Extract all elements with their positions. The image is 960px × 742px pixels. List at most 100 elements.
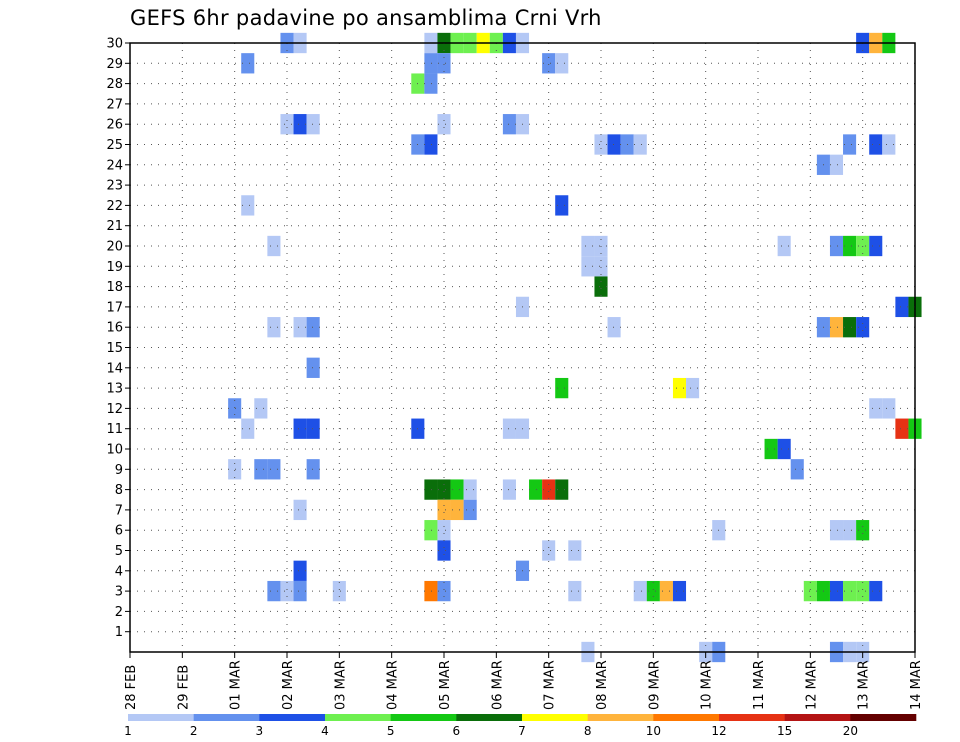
y-tick-label: 15 [106, 341, 123, 356]
heatmap-cell [306, 418, 320, 439]
legend-swatch [587, 714, 654, 721]
x-tick-label: 11 MAR [752, 660, 767, 710]
heatmap-cell [437, 499, 451, 521]
legend-label: 5 [387, 724, 395, 738]
heatmap-cell [254, 459, 268, 480]
heatmap-cell [869, 580, 883, 602]
heatmap-cell [267, 235, 281, 257]
heatmap-cell [803, 580, 817, 602]
y-axis: 1234567891011121314151617181920212223242… [106, 37, 130, 640]
heatmap-cell [424, 520, 438, 541]
y-tick-label: 20 [106, 240, 123, 255]
heatmap-cell [843, 317, 857, 338]
heatmap-cell [555, 53, 569, 74]
heatmap-cell [463, 499, 477, 521]
heatmap-cell [267, 317, 281, 338]
heatmap-cell [437, 540, 451, 561]
heatmap-cell [280, 114, 294, 135]
heatmap-cell [267, 580, 281, 602]
y-tick-label: 28 [106, 77, 123, 92]
heatmap-cell [293, 499, 307, 521]
heatmap-cell [843, 235, 857, 257]
y-tick-label: 21 [106, 219, 123, 234]
heatmap-cell [529, 479, 543, 500]
heatmap-cell [764, 438, 778, 460]
legend-swatch [193, 714, 260, 721]
heatmap-cell [228, 459, 242, 480]
heatmap-cell [241, 195, 255, 216]
x-tick-label: 06 MAR [490, 660, 505, 710]
y-tick-label: 29 [106, 57, 123, 72]
legend-swatch [259, 714, 326, 721]
heatmap-cell [686, 377, 700, 399]
heatmap-cell [437, 520, 451, 541]
y-tick-label: 22 [106, 199, 123, 214]
y-tick-label: 1 [115, 625, 123, 640]
heatmap-cell [672, 580, 687, 602]
legend-label: 3 [256, 724, 264, 738]
legend-swatch [325, 714, 391, 721]
heatmap-cells [228, 32, 922, 663]
heatmap-cell [581, 235, 595, 257]
heatmap-cell [856, 580, 870, 602]
legend-swatch [784, 714, 851, 721]
chart-title: GEFS 6hr padavine po ansamblima Crni Vrh [130, 6, 602, 30]
heatmap-cell [843, 580, 857, 602]
heatmap-cell [424, 580, 438, 602]
heatmap-cell [869, 398, 883, 419]
heatmap-cell [829, 317, 844, 338]
legend-label: 8 [584, 724, 592, 738]
heatmap-cell [777, 438, 791, 460]
heatmap-cell [568, 540, 582, 561]
heatmap-cell [542, 53, 556, 74]
heatmap-cell [293, 418, 307, 439]
y-tick-label: 13 [106, 382, 123, 397]
heatmap-cell [843, 520, 857, 541]
heatmap-cell [502, 114, 516, 135]
y-tick-label: 12 [106, 402, 123, 417]
legend-label: 20 [843, 724, 858, 738]
heatmap-cell [882, 398, 896, 419]
y-tick-label: 5 [115, 544, 123, 559]
heatmap-cell [502, 479, 516, 500]
heatmap-cell [555, 195, 569, 216]
x-tick-label: 03 MAR [333, 660, 348, 710]
heatmap-cell [332, 580, 346, 602]
heatmap-cell [659, 580, 673, 602]
y-tick-label: 24 [106, 158, 123, 173]
y-tick-label: 26 [106, 118, 123, 133]
heatmap-cell [829, 520, 844, 541]
heatmap-cell [542, 540, 556, 561]
heatmap-cell [437, 53, 451, 74]
legend-label: 4 [321, 724, 329, 738]
heatmap-cell [241, 53, 255, 74]
heatmap-cell [437, 114, 451, 135]
heatmap-cell [646, 580, 660, 602]
y-tick-label: 9 [115, 463, 123, 478]
legend-swatch [456, 714, 523, 721]
heatmap-cell [581, 256, 595, 277]
heatmap-cell [790, 459, 804, 480]
legend-swatch [522, 714, 588, 721]
y-tick-label: 16 [106, 321, 123, 336]
y-tick-label: 14 [106, 361, 123, 376]
gridlines [130, 42, 915, 652]
heatmap-cell [424, 134, 438, 155]
heatmap-cell [843, 134, 857, 155]
x-tick-label: 13 MAR [857, 660, 872, 710]
legend-swatch [850, 714, 917, 721]
y-tick-label: 30 [106, 37, 123, 52]
heatmap-cell [228, 398, 242, 419]
y-tick-label: 8 [115, 483, 123, 498]
heatmap-cell [254, 398, 268, 419]
legend-swatch [719, 714, 785, 721]
heatmap-cell [856, 520, 870, 541]
x-tick-label: 08 MAR [595, 660, 610, 710]
legend-swatch [128, 714, 194, 721]
y-tick-label: 2 [115, 605, 123, 620]
y-tick-label: 6 [115, 524, 123, 539]
y-tick-label: 27 [106, 97, 123, 112]
heatmap-cell [306, 114, 320, 135]
heatmap-cell [450, 479, 464, 500]
